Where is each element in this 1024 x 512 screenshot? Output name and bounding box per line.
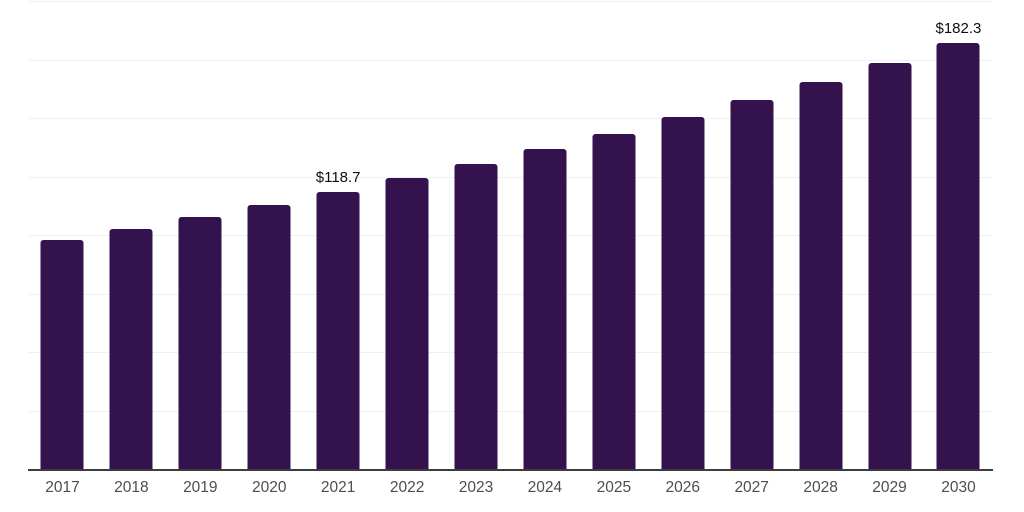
bar-2026 <box>661 117 705 470</box>
plot-area: $118.7 $182.3 <box>28 0 993 471</box>
bar-2018 <box>109 228 153 470</box>
bar-cell-2018 <box>97 0 166 470</box>
bar-cell-2021: $118.7 <box>304 0 373 470</box>
gridline-75 <box>28 293 993 295</box>
bar-cell-2017 <box>28 0 97 470</box>
x-tick-label-2025: 2025 <box>596 479 632 496</box>
gridline-175 <box>28 59 993 61</box>
x-axis-labels: 2017 2018 2019 2020 2021 2022 2023 2024 2025 2026… <box>28 479 993 497</box>
bar-2030 <box>936 42 980 470</box>
x-tick-label-2022: 2022 <box>389 479 425 496</box>
bar-2028 <box>799 81 843 470</box>
bar-cell-2020 <box>235 0 304 470</box>
x-tick-label-2026: 2026 <box>665 479 700 496</box>
data-label-2030: $182.3 <box>935 19 982 37</box>
x-tick-label-2019: 2019 <box>183 479 218 496</box>
x-tick-label-2030: 2030 <box>941 479 976 496</box>
bar-cell-2028 <box>786 0 855 470</box>
bar-2024 <box>523 149 567 470</box>
bar-2020 <box>247 204 291 470</box>
x-tick-label-2028: 2028 <box>803 479 838 496</box>
bars-container: $118.7 $182.3 <box>28 0 993 470</box>
bar-cell-2029 <box>855 0 924 470</box>
x-tick-label-2029: 2029 <box>872 479 907 496</box>
x-tick-label-2017: 2017 <box>45 479 80 496</box>
bar-cell-2022 <box>373 0 442 470</box>
bar-cell-2025 <box>579 0 648 470</box>
bar-cell-2019 <box>166 0 235 470</box>
bar-2022 <box>385 178 429 470</box>
gridline-25 <box>28 410 993 412</box>
gridline-50 <box>28 352 993 354</box>
bar-cell-2027 <box>717 0 786 470</box>
gridline-150 <box>28 118 993 120</box>
bar-cell-2026 <box>648 0 717 470</box>
gridline-200 <box>28 1 993 2</box>
bar-2021 <box>316 191 360 470</box>
bar-2017 <box>40 239 84 470</box>
x-tick-label-2021: 2021 <box>320 479 356 496</box>
x-tick-label-2027: 2027 <box>734 479 769 496</box>
bar-2027 <box>730 99 774 470</box>
bar-2019 <box>178 217 222 470</box>
gridline-125 <box>28 176 993 178</box>
bar-cell-2023 <box>442 0 511 470</box>
x-axis-line <box>28 469 993 471</box>
x-tick-label-2024: 2024 <box>527 479 563 496</box>
bar-cell-2030: $182.3 <box>924 0 993 470</box>
bar-cell-2024 <box>510 0 579 470</box>
x-tick-label-2020: 2020 <box>251 479 287 496</box>
bar-2023 <box>454 164 498 470</box>
data-label-2021: $118.7 <box>315 168 361 186</box>
bar-2029 <box>868 62 912 470</box>
gridline-100 <box>28 235 993 237</box>
x-tick-label-2018: 2018 <box>114 479 149 496</box>
bar-2025 <box>592 133 636 470</box>
x-tick-label-2023: 2023 <box>458 479 494 496</box>
